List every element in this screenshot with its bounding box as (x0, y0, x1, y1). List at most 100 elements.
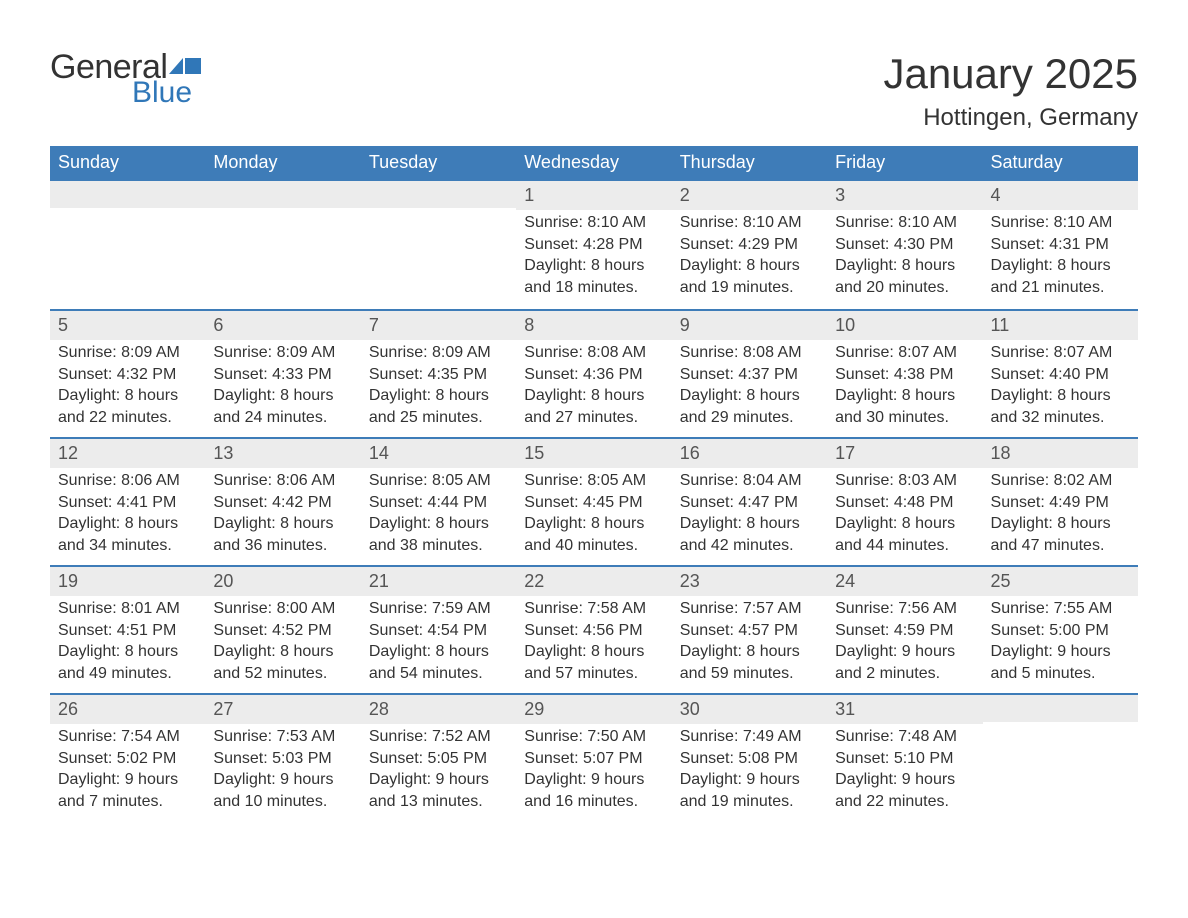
day-sunset: Sunset: 4:33 PM (213, 364, 352, 386)
day-number: 3 (827, 181, 982, 210)
day-sunset: Sunset: 4:56 PM (524, 620, 663, 642)
weeks-container: 1Sunrise: 8:10 AMSunset: 4:28 PMDaylight… (50, 181, 1138, 821)
day-cell (361, 181, 516, 309)
day-content: Sunrise: 7:54 AMSunset: 5:02 PMDaylight:… (50, 724, 205, 818)
day-cell: 23Sunrise: 7:57 AMSunset: 4:57 PMDayligh… (672, 567, 827, 693)
day-dl2: and 52 minutes. (213, 663, 352, 685)
day-sunset: Sunset: 4:49 PM (991, 492, 1130, 514)
day-cell: 15Sunrise: 8:05 AMSunset: 4:45 PMDayligh… (516, 439, 671, 565)
day-sunset: Sunset: 4:32 PM (58, 364, 197, 386)
day-number: 22 (516, 567, 671, 596)
day-sunset: Sunset: 4:29 PM (680, 234, 819, 256)
day-dl1: Daylight: 8 hours (524, 641, 663, 663)
day-cell: 7Sunrise: 8:09 AMSunset: 4:35 PMDaylight… (361, 311, 516, 437)
location-text: Hottingen, Germany (883, 104, 1138, 132)
day-number: 25 (983, 567, 1138, 596)
day-dl2: and 5 minutes. (991, 663, 1130, 685)
day-content: Sunrise: 8:00 AMSunset: 4:52 PMDaylight:… (205, 596, 360, 690)
day-sunrise: Sunrise: 8:00 AM (213, 598, 352, 620)
empty-day-number (205, 181, 360, 208)
day-cell: 26Sunrise: 7:54 AMSunset: 5:02 PMDayligh… (50, 695, 205, 821)
day-number: 12 (50, 439, 205, 468)
day-content: Sunrise: 8:10 AMSunset: 4:28 PMDaylight:… (516, 210, 671, 304)
day-dl2: and 30 minutes. (835, 407, 974, 429)
day-dl1: Daylight: 8 hours (213, 641, 352, 663)
day-sunrise: Sunrise: 8:08 AM (524, 342, 663, 364)
day-dl1: Daylight: 8 hours (680, 513, 819, 535)
day-cell (983, 695, 1138, 821)
day-sunset: Sunset: 4:30 PM (835, 234, 974, 256)
day-number: 19 (50, 567, 205, 596)
week-row: 5Sunrise: 8:09 AMSunset: 4:32 PMDaylight… (50, 309, 1138, 437)
day-sunrise: Sunrise: 8:10 AM (991, 212, 1130, 234)
day-cell: 18Sunrise: 8:02 AMSunset: 4:49 PMDayligh… (983, 439, 1138, 565)
day-dl1: Daylight: 9 hours (835, 641, 974, 663)
day-dl2: and 22 minutes. (835, 791, 974, 813)
day-sunset: Sunset: 5:03 PM (213, 748, 352, 770)
day-dl1: Daylight: 9 hours (991, 641, 1130, 663)
day-cell: 24Sunrise: 7:56 AMSunset: 4:59 PMDayligh… (827, 567, 982, 693)
day-number: 17 (827, 439, 982, 468)
day-sunset: Sunset: 4:47 PM (680, 492, 819, 514)
day-content: Sunrise: 8:09 AMSunset: 4:32 PMDaylight:… (50, 340, 205, 434)
day-sunrise: Sunrise: 8:08 AM (680, 342, 819, 364)
day-number: 11 (983, 311, 1138, 340)
day-number: 26 (50, 695, 205, 724)
header-row: General Blue January 2025 Hottingen, Ger… (50, 50, 1138, 132)
day-sunset: Sunset: 5:05 PM (369, 748, 508, 770)
day-number: 2 (672, 181, 827, 210)
day-number: 20 (205, 567, 360, 596)
day-cell: 5Sunrise: 8:09 AMSunset: 4:32 PMDaylight… (50, 311, 205, 437)
weekday-sunday: Sunday (50, 146, 205, 181)
day-sunset: Sunset: 5:08 PM (680, 748, 819, 770)
day-sunrise: Sunrise: 7:55 AM (991, 598, 1130, 620)
day-cell: 25Sunrise: 7:55 AMSunset: 5:00 PMDayligh… (983, 567, 1138, 693)
day-content: Sunrise: 7:57 AMSunset: 4:57 PMDaylight:… (672, 596, 827, 690)
day-dl2: and 24 minutes. (213, 407, 352, 429)
day-dl2: and 16 minutes. (524, 791, 663, 813)
day-content: Sunrise: 7:59 AMSunset: 4:54 PMDaylight:… (361, 596, 516, 690)
day-content: Sunrise: 8:07 AMSunset: 4:38 PMDaylight:… (827, 340, 982, 434)
day-sunrise: Sunrise: 8:10 AM (524, 212, 663, 234)
day-dl2: and 42 minutes. (680, 535, 819, 557)
day-sunset: Sunset: 4:28 PM (524, 234, 663, 256)
day-number: 4 (983, 181, 1138, 210)
day-content: Sunrise: 7:49 AMSunset: 5:08 PMDaylight:… (672, 724, 827, 818)
day-sunset: Sunset: 4:44 PM (369, 492, 508, 514)
day-dl1: Daylight: 8 hours (369, 385, 508, 407)
day-number: 18 (983, 439, 1138, 468)
day-cell: 12Sunrise: 8:06 AMSunset: 4:41 PMDayligh… (50, 439, 205, 565)
empty-day-number (361, 181, 516, 208)
day-content: Sunrise: 8:01 AMSunset: 4:51 PMDaylight:… (50, 596, 205, 690)
day-dl2: and 27 minutes. (524, 407, 663, 429)
day-dl1: Daylight: 9 hours (835, 769, 974, 791)
day-number: 30 (672, 695, 827, 724)
day-sunset: Sunset: 4:35 PM (369, 364, 508, 386)
day-number: 13 (205, 439, 360, 468)
day-sunset: Sunset: 5:10 PM (835, 748, 974, 770)
day-content: Sunrise: 8:03 AMSunset: 4:48 PMDaylight:… (827, 468, 982, 562)
day-dl2: and 32 minutes. (991, 407, 1130, 429)
day-sunrise: Sunrise: 8:10 AM (680, 212, 819, 234)
day-cell: 21Sunrise: 7:59 AMSunset: 4:54 PMDayligh… (361, 567, 516, 693)
day-dl2: and 7 minutes. (58, 791, 197, 813)
day-dl2: and 19 minutes. (680, 791, 819, 813)
day-content: Sunrise: 8:09 AMSunset: 4:35 PMDaylight:… (361, 340, 516, 434)
day-dl2: and 59 minutes. (680, 663, 819, 685)
day-dl1: Daylight: 8 hours (991, 385, 1130, 407)
day-cell: 27Sunrise: 7:53 AMSunset: 5:03 PMDayligh… (205, 695, 360, 821)
calendar: SundayMondayTuesdayWednesdayThursdayFrid… (50, 146, 1138, 821)
day-cell: 1Sunrise: 8:10 AMSunset: 4:28 PMDaylight… (516, 181, 671, 309)
day-number: 24 (827, 567, 982, 596)
day-dl2: and 44 minutes. (835, 535, 974, 557)
day-cell: 29Sunrise: 7:50 AMSunset: 5:07 PMDayligh… (516, 695, 671, 821)
day-dl2: and 18 minutes. (524, 277, 663, 299)
day-dl1: Daylight: 8 hours (213, 513, 352, 535)
day-cell: 14Sunrise: 8:05 AMSunset: 4:44 PMDayligh… (361, 439, 516, 565)
weekday-saturday: Saturday (983, 146, 1138, 181)
day-dl1: Daylight: 8 hours (524, 255, 663, 277)
day-cell: 19Sunrise: 8:01 AMSunset: 4:51 PMDayligh… (50, 567, 205, 693)
day-number: 14 (361, 439, 516, 468)
day-cell: 9Sunrise: 8:08 AMSunset: 4:37 PMDaylight… (672, 311, 827, 437)
day-dl1: Daylight: 8 hours (835, 255, 974, 277)
